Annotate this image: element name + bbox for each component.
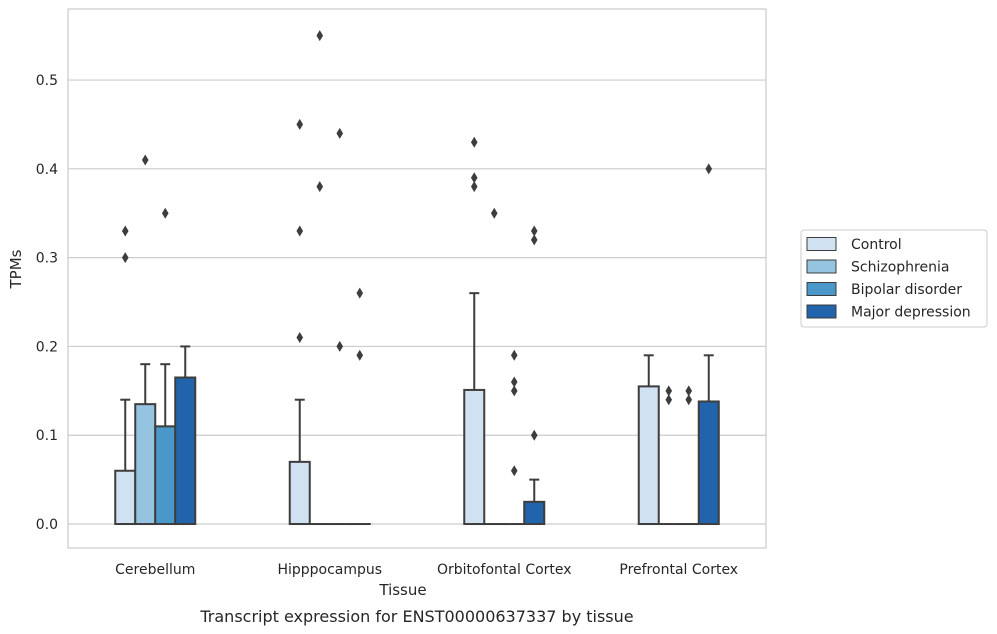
outlier-point (356, 287, 364, 299)
legend-swatch-bipolar-disorder (806, 282, 837, 296)
outlier-point (490, 207, 498, 219)
y-tick-label: 0.5 (36, 73, 58, 89)
error-bars (120, 292, 714, 502)
outlier-point (121, 225, 129, 237)
x-tick-label: Prefrontal Cortex (619, 562, 738, 578)
bar-control (463, 388, 486, 526)
y-tick-label: 0.3 (36, 251, 58, 267)
legend-box (800, 229, 988, 328)
y-axis-ticks: 0.0 0.1 0.2 0.3 0.4 0.5 (36, 73, 58, 533)
y-tick-label: 0.0 (36, 517, 58, 533)
outlier-point (161, 207, 169, 219)
bar-schizophrenia (134, 403, 157, 526)
bar-major-depression (523, 500, 546, 526)
outlier-point (510, 376, 518, 388)
bar-major-depression (174, 376, 197, 526)
outlier-point (121, 252, 129, 264)
outlier-point (470, 136, 478, 148)
y-tick-label: 0.1 (36, 428, 58, 444)
legend-swatch-schizophrenia (806, 259, 837, 274)
bar-bipolar-disorder (154, 425, 177, 526)
outlier-point (356, 349, 364, 361)
outlier-point (141, 154, 149, 166)
outlier-point (470, 181, 478, 193)
legend-label-major-depression: Major depression (851, 305, 971, 321)
outlier-point (530, 225, 538, 237)
outlier-point (510, 349, 518, 361)
outlier-point (665, 385, 673, 397)
y-axis-title: TPMs (7, 249, 25, 289)
x-tick-label: Orbitofontal Cortex (437, 562, 572, 578)
outlier-point (296, 118, 304, 130)
y-tick-label: 0.2 (36, 339, 58, 355)
bar-control (288, 460, 311, 526)
outlier-point (685, 394, 693, 406)
outlier-point (510, 465, 518, 477)
bar-major-depression (697, 400, 720, 526)
outlier-point (316, 181, 324, 193)
outlier-point (296, 225, 304, 237)
outlier-point (316, 30, 324, 42)
x-axis-ticks: Cerebellum Hipppocampus Orbitofontal Corte… (115, 562, 738, 578)
outlier-point (530, 429, 538, 441)
figure-caption: Transcript expression for ENST0000063733… (199, 607, 633, 626)
outlier-point (470, 172, 478, 184)
legend-label-control: Control (851, 237, 902, 253)
outlier-point (705, 163, 713, 175)
x-tick-label: Hipppocampus (277, 562, 382, 578)
x-tick-label: Cerebellum (115, 562, 195, 578)
outlier-point (296, 332, 304, 344)
outlier-point (530, 234, 538, 246)
legend-swatch-major-depression (806, 304, 837, 319)
outlier-point (685, 385, 693, 397)
x-axis-title: Tissue (378, 581, 426, 599)
outlier-point (336, 127, 344, 139)
outliers (121, 30, 713, 477)
bar-control (637, 385, 660, 526)
legend-label-bipolar-disorder: Bipolar disorder (851, 282, 962, 298)
legend: Control Schizophrenia Bipolar disorder Majo… (800, 229, 988, 328)
outlier-point (336, 340, 344, 352)
outlier-point (510, 385, 518, 397)
legend-label-schizophrenia: Schizophrenia (851, 260, 949, 276)
y-tick-label: 0.4 (36, 162, 58, 178)
legend-swatch-control (806, 237, 837, 251)
outlier-point (665, 394, 673, 406)
plot-frame (67, 8, 767, 549)
bar-control (114, 469, 137, 526)
